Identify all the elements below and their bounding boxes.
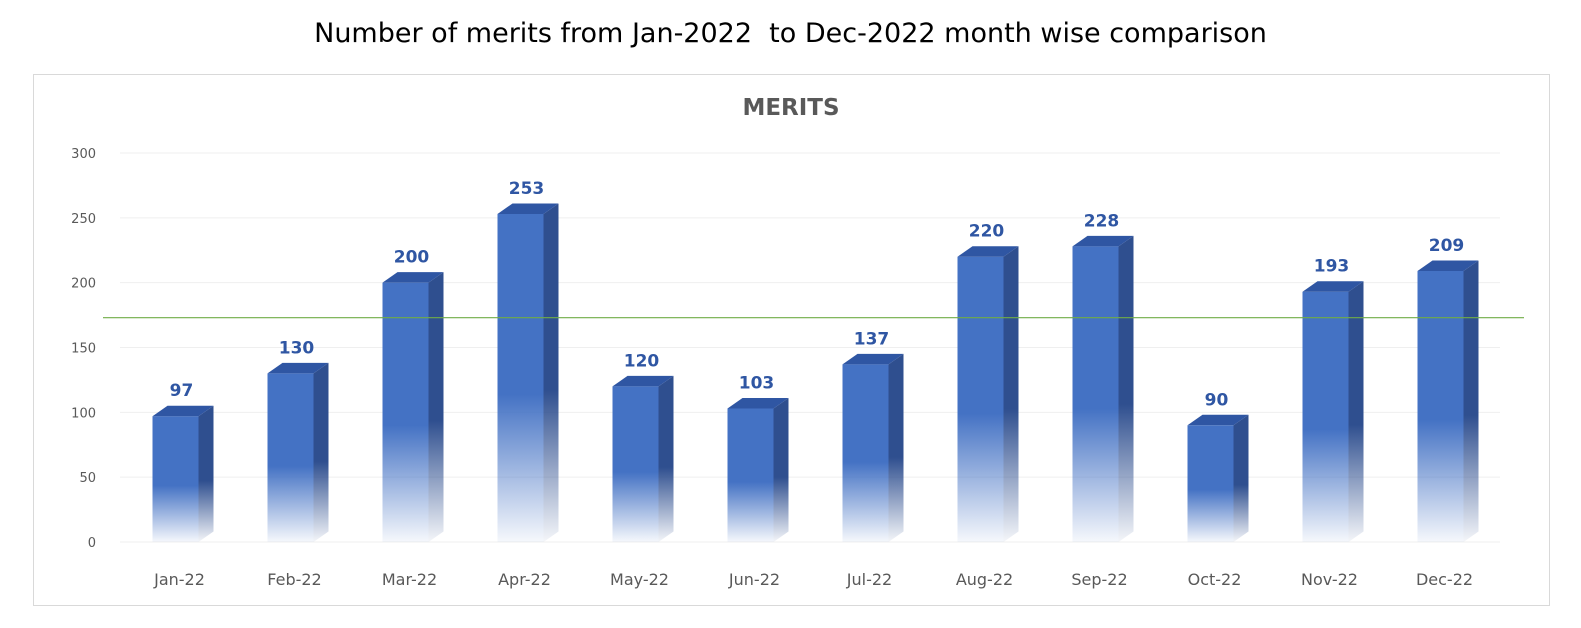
data-label: 228: [1084, 211, 1120, 231]
bar-front: [382, 282, 429, 542]
x-tick-label: May-22: [610, 570, 669, 589]
bar-top: [382, 272, 444, 283]
data-label: 130: [279, 338, 315, 358]
bar-front: [267, 373, 314, 542]
bar: [1187, 414, 1249, 542]
chart-area: MERITS 0 50 100 150 200 250 300 97 Jan-22 130 Feb…: [33, 74, 1550, 606]
data-label: 97: [170, 381, 194, 401]
bar-front: [612, 386, 659, 542]
bar-front: [1417, 270, 1464, 542]
bar-front: [152, 416, 199, 542]
bar: [842, 353, 904, 542]
bar-front: [497, 213, 544, 542]
y-tick-label: 300: [71, 147, 96, 162]
bar: [612, 375, 674, 542]
x-tick-label: Apr-22: [498, 570, 551, 589]
y-tick-label: 150: [71, 342, 96, 357]
data-label: 137: [854, 329, 890, 349]
x-tick-label: Jul-22: [846, 570, 892, 589]
y-tick-label: 0: [88, 536, 96, 551]
page-title: Number of merits from Jan-2022 to Dec-20…: [314, 18, 1267, 49]
x-tick-label: Mar-22: [382, 570, 437, 589]
bar-chart: MERITS 0 50 100 150 200 250 300 97 Jan-22 130 Feb…: [71, 95, 1524, 589]
x-tick-label: Jan-22: [153, 570, 205, 589]
bar-top: [1187, 414, 1249, 426]
bar-front: [957, 256, 1004, 542]
data-label: 103: [739, 373, 775, 393]
bar: [497, 203, 559, 542]
bar-side: [888, 353, 904, 542]
bar: [382, 272, 444, 542]
bar-side: [313, 362, 329, 542]
bar-top: [842, 353, 904, 365]
data-label: 220: [969, 222, 1005, 242]
bar-front: [727, 408, 774, 542]
chart-title: MERITS: [742, 95, 839, 121]
bar-front: [1302, 291, 1349, 542]
bar-top: [1072, 235, 1134, 247]
y-tick-label: 50: [79, 471, 96, 486]
bar-top: [957, 246, 1019, 257]
bar: [1072, 235, 1134, 543]
bar-front: [1072, 246, 1119, 543]
data-label: 200: [394, 248, 430, 268]
x-tick-label: Nov-22: [1301, 570, 1358, 589]
bar-top: [152, 405, 214, 417]
bar-side: [1003, 246, 1019, 542]
bar-front: [1187, 425, 1234, 542]
x-tick-label: Jun-22: [728, 570, 780, 589]
data-label: 193: [1314, 257, 1350, 277]
data-label: 253: [509, 179, 545, 199]
bar-side: [1118, 235, 1134, 543]
bar-top: [1302, 281, 1364, 292]
data-label: 120: [624, 351, 660, 371]
bar-top: [267, 362, 329, 374]
y-tick-label: 200: [71, 277, 96, 292]
bar-side: [1463, 260, 1479, 542]
bar-side: [428, 272, 444, 542]
bar-top: [612, 375, 674, 387]
x-tick-label: Oct-22: [1188, 570, 1242, 589]
x-tick-label: Aug-22: [956, 570, 1013, 589]
bar: [267, 362, 329, 542]
bar-front: [842, 364, 889, 542]
bar-side: [658, 375, 674, 542]
y-tick-label: 100: [71, 406, 96, 421]
bar-top: [727, 397, 789, 409]
bar-side: [773, 397, 789, 542]
bar-top: [497, 203, 559, 214]
x-tick-label: Dec-22: [1416, 570, 1473, 589]
data-label: 90: [1205, 390, 1229, 410]
bar: [727, 397, 789, 542]
bar: [152, 405, 214, 542]
bar-side: [198, 405, 214, 542]
bar-side: [543, 203, 559, 542]
bar-side: [1348, 281, 1364, 542]
y-tick-label: 250: [71, 212, 96, 227]
data-label: 209: [1429, 236, 1465, 256]
x-tick-label: Sep-22: [1071, 570, 1127, 589]
bar-side: [1233, 414, 1249, 542]
x-tick-label: Feb-22: [267, 570, 321, 589]
bar: [1417, 260, 1479, 542]
bar: [957, 246, 1019, 542]
bar: [1302, 281, 1364, 542]
bar-top: [1417, 260, 1479, 271]
